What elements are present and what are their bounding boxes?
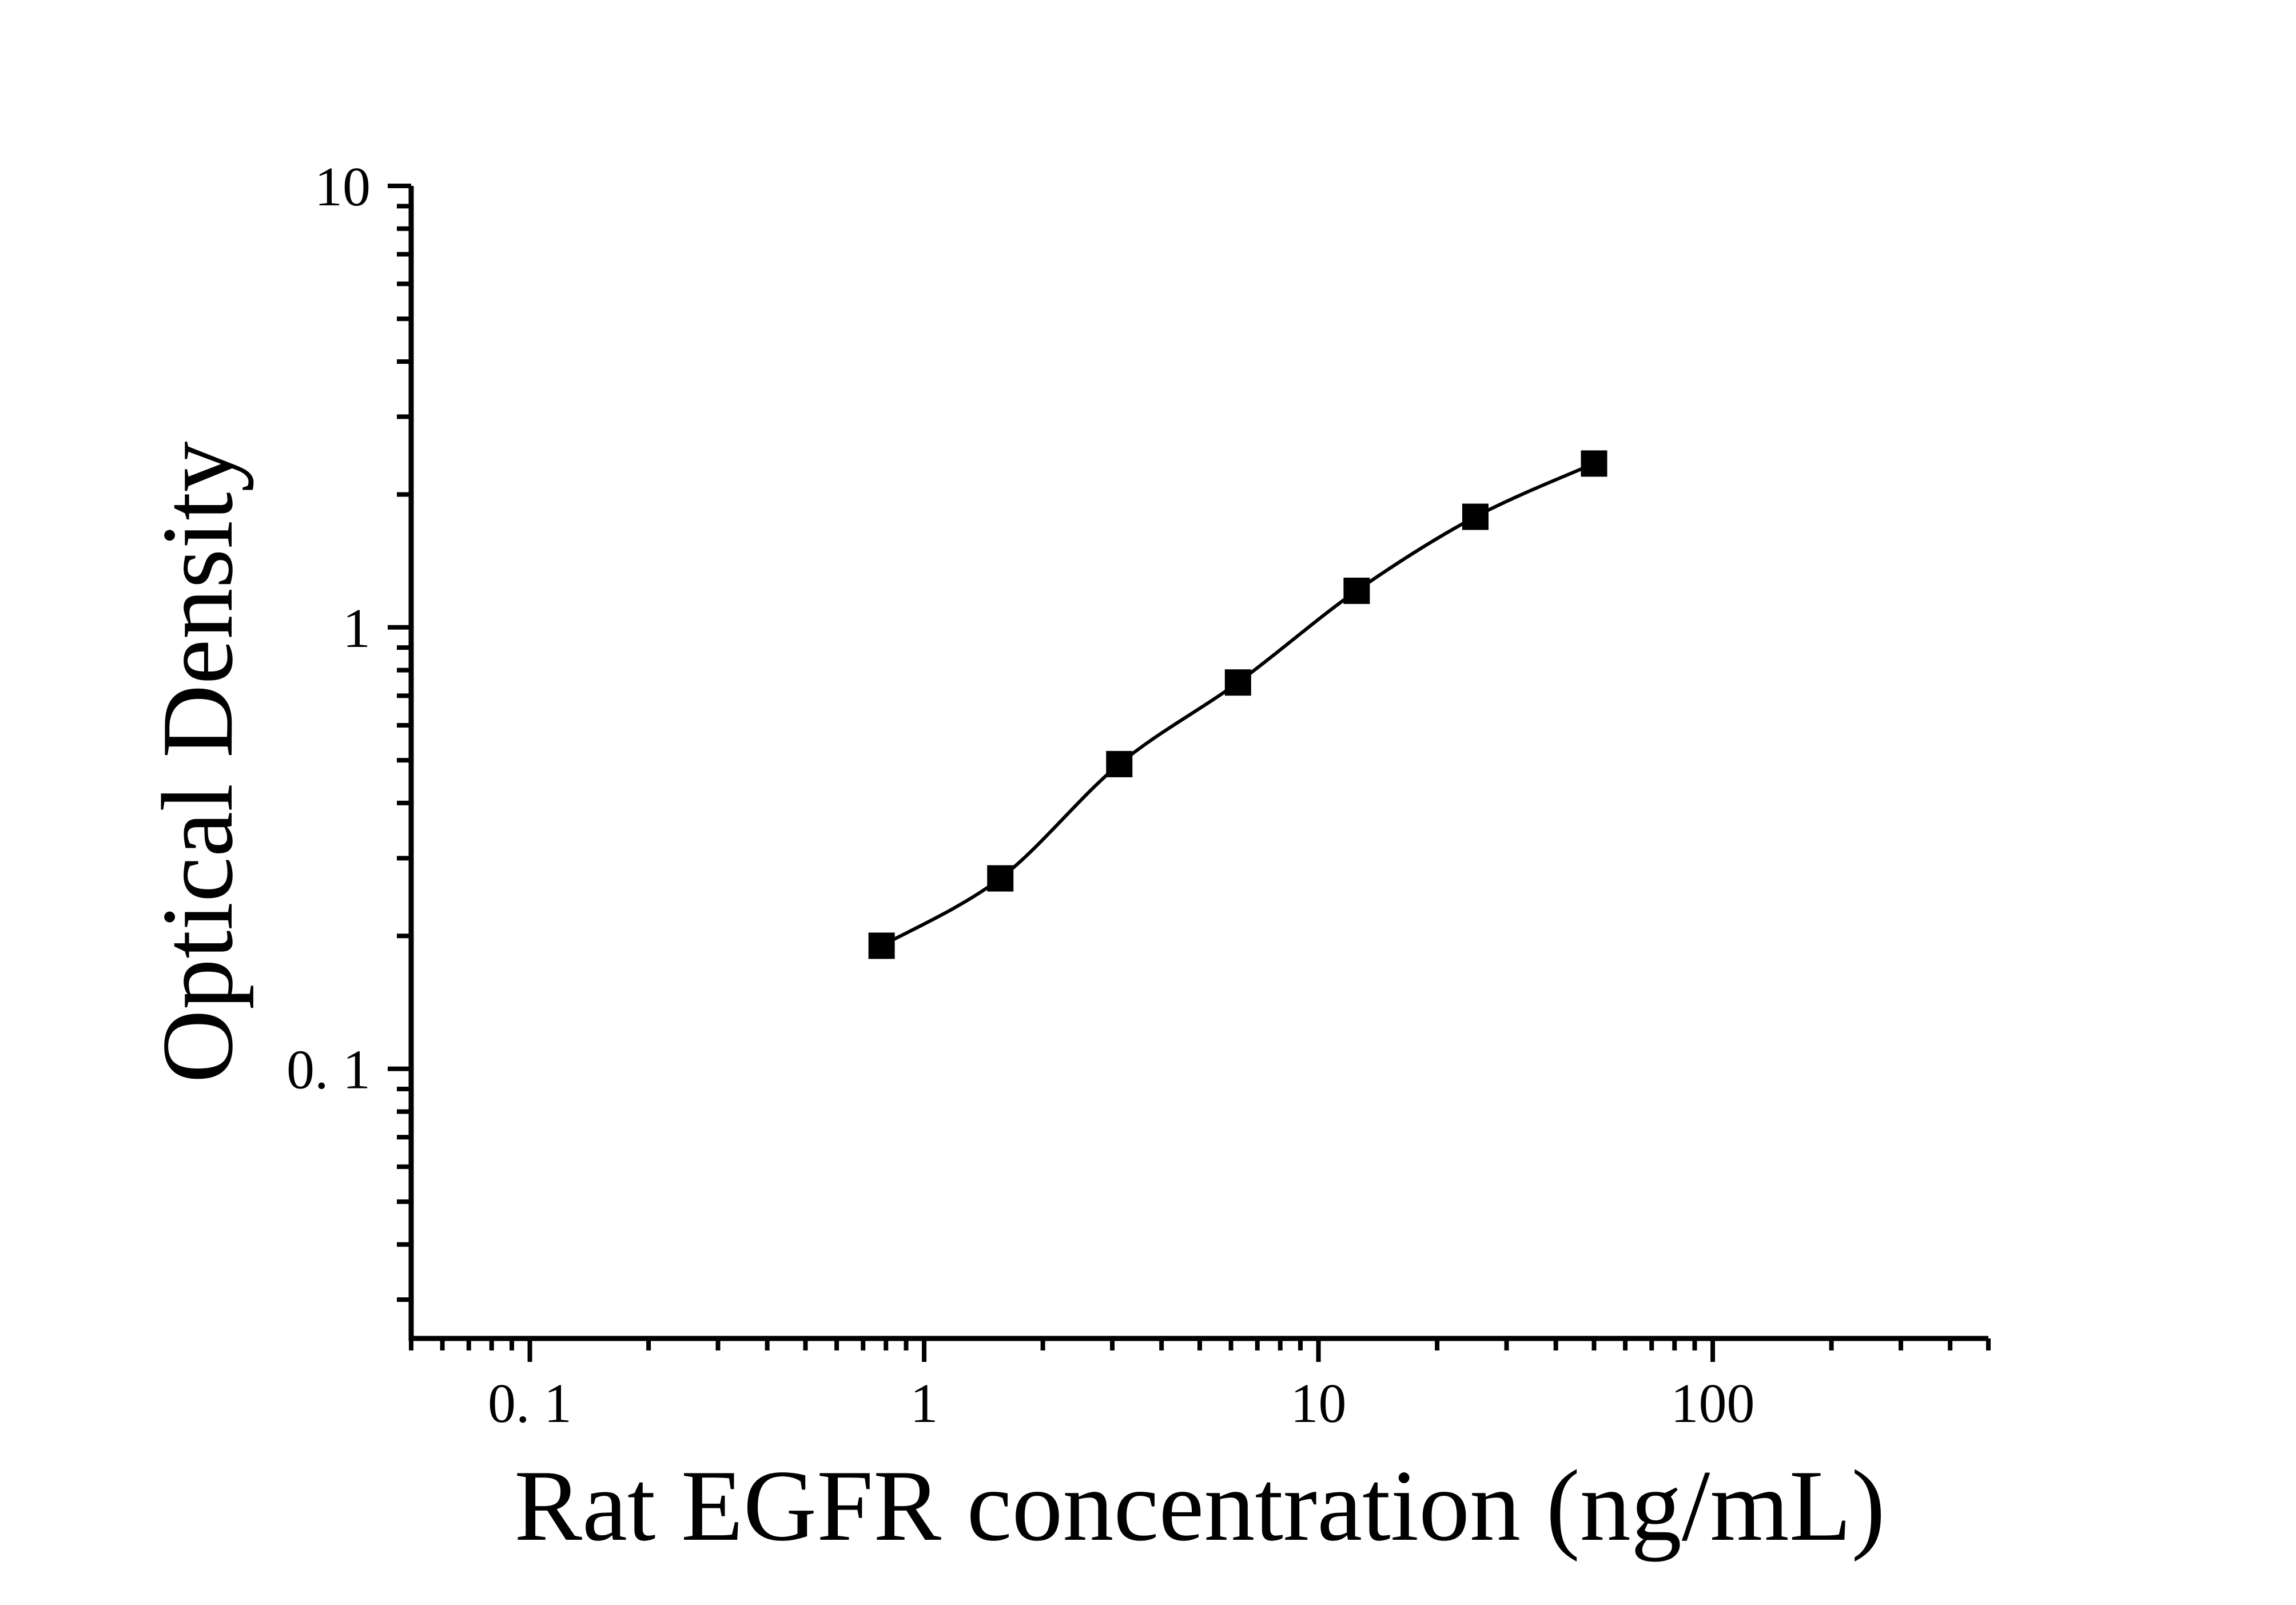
data-point-marker xyxy=(1106,750,1133,777)
x-axis-tick-label: 0. 1 xyxy=(488,1373,572,1435)
data-point-marker xyxy=(1581,450,1607,477)
x-axis-tick-label: 10 xyxy=(1291,1373,1347,1435)
y-axis-title: Optical Density xyxy=(141,441,254,1083)
x-axis-tick-label: 1 xyxy=(910,1373,938,1435)
y-axis-tick-label: 0. 1 xyxy=(286,1039,371,1101)
data-point-marker xyxy=(1462,503,1489,530)
axis-lines xyxy=(408,186,1988,1341)
data-point-marker xyxy=(987,865,1014,892)
x-axis-title: Rat EGFR concentration (ng/mL) xyxy=(514,1449,1885,1562)
data-point-marker xyxy=(1343,577,1370,604)
y-axis-tick-label: 1 xyxy=(343,598,371,660)
y-axis-tick-label: 10 xyxy=(315,156,371,218)
data-point-marker xyxy=(868,932,895,959)
x-axis-tick-label: 100 xyxy=(1671,1373,1755,1435)
data-point-marker xyxy=(1224,669,1251,696)
